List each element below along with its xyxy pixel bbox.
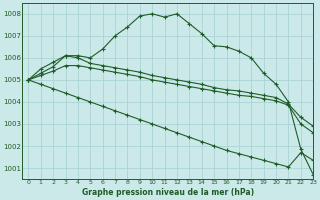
X-axis label: Graphe pression niveau de la mer (hPa): Graphe pression niveau de la mer (hPa) [82, 188, 254, 197]
